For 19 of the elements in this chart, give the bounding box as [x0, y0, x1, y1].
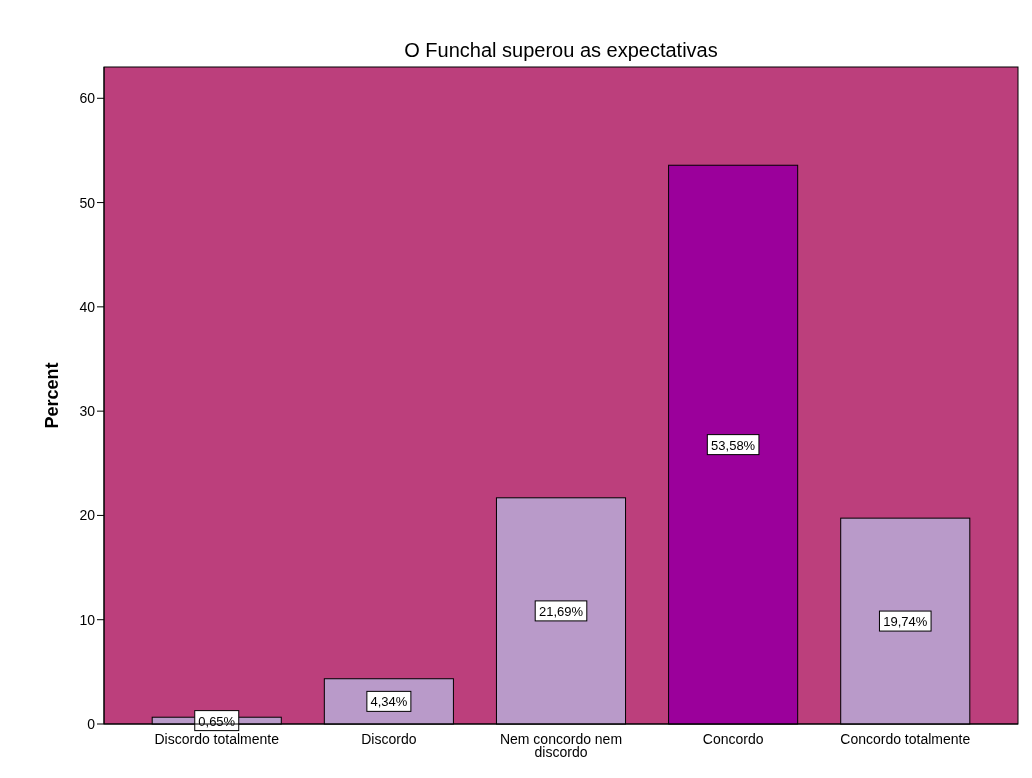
x-tick-label: Discordo totalmente — [154, 731, 280, 747]
y-tick-label: 10 — [79, 611, 96, 628]
y-tick-label: 60 — [79, 90, 96, 107]
chart-title: O Funchal superou as expectativas — [404, 39, 718, 61]
y-tick-label: 0 — [87, 716, 96, 732]
data-label: 53,58% — [711, 437, 756, 453]
data-label: 21,69% — [538, 603, 584, 619]
data-label: 4,34% — [370, 694, 408, 710]
x-tick-label: Nem concordo nem discordo — [499, 731, 623, 760]
y-tick-label: 30 — [79, 403, 96, 420]
x-tick-label: Concordo totalmente — [840, 731, 971, 747]
y-tick-label: 20 — [79, 507, 96, 524]
y-tick-label: 50 — [79, 194, 96, 211]
x-tick-label: Concordo — [702, 731, 764, 747]
data-label: 19,74% — [883, 614, 928, 630]
x-tick-label: Discordo — [361, 731, 417, 747]
y-tick-label: 40 — [79, 298, 96, 315]
y-axis-title: Percent — [42, 362, 62, 429]
data-label: 0,65% — [198, 713, 236, 729]
